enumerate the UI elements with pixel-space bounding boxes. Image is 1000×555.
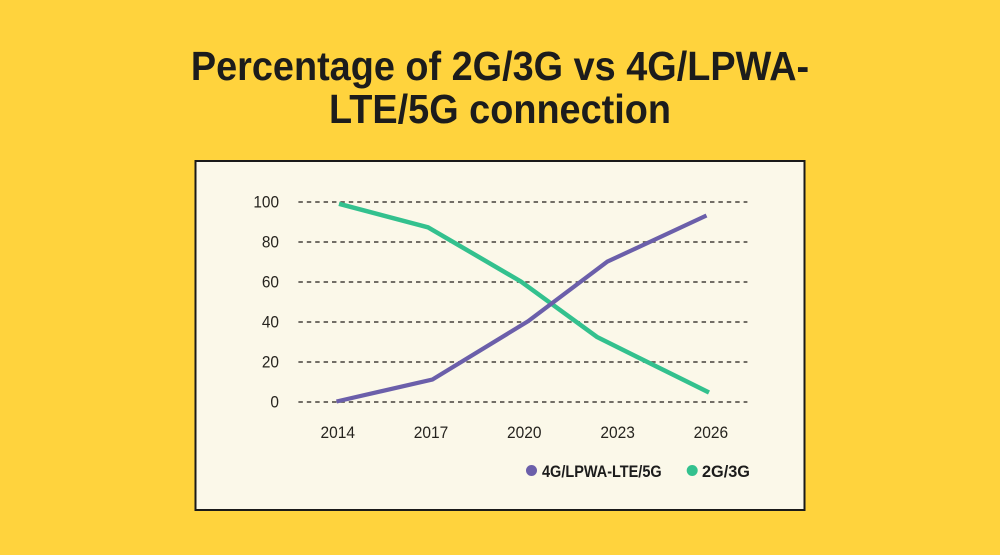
svg-text:60: 60 [262,274,279,291]
svg-text:2G/3G: 2G/3G [702,463,750,481]
svg-text:100: 100 [253,194,279,211]
svg-text:20: 20 [262,354,279,371]
svg-text:2014: 2014 [320,425,355,443]
svg-text:80: 80 [262,234,279,251]
svg-text:2020: 2020 [507,425,542,443]
svg-text:2026: 2026 [694,425,729,443]
svg-text:40: 40 [262,314,279,331]
svg-text:2023: 2023 [600,425,635,443]
svg-text:2017: 2017 [414,425,449,443]
svg-text:4G/LPWA-LTE/5G: 4G/LPWA-LTE/5G [542,463,662,481]
svg-text:0: 0 [270,394,279,411]
